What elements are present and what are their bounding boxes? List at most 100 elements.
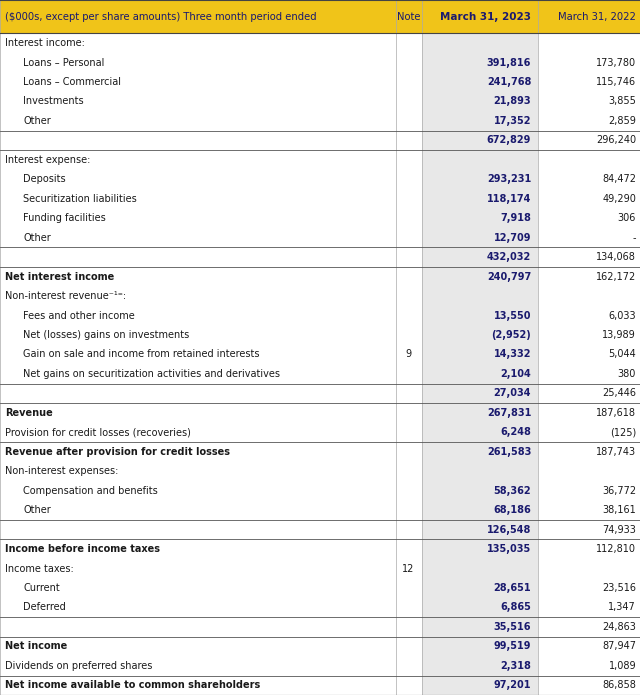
Text: Securitization liabilities: Securitization liabilities	[23, 194, 137, 204]
Text: 126,548: 126,548	[487, 525, 531, 534]
Bar	[538, 92, 640, 111]
Text: 6,248: 6,248	[500, 427, 531, 437]
Text: 2,318: 2,318	[500, 661, 531, 671]
Bar	[0, 403, 422, 423]
Bar	[0, 539, 422, 559]
Bar	[538, 247, 640, 267]
Text: 1,089: 1,089	[609, 661, 636, 671]
Text: 14,332: 14,332	[493, 350, 531, 359]
Bar	[0, 0, 640, 33]
Text: Note: Note	[397, 12, 420, 22]
Text: 162,172: 162,172	[596, 272, 636, 281]
Bar	[0, 208, 422, 228]
Text: Deferred: Deferred	[23, 603, 66, 612]
Text: 86,858: 86,858	[602, 680, 636, 690]
Text: 17,352: 17,352	[493, 116, 531, 126]
Text: -: -	[633, 233, 636, 243]
Text: 6,865: 6,865	[500, 603, 531, 612]
Bar	[538, 306, 640, 325]
Bar	[538, 539, 640, 559]
Bar	[538, 189, 640, 208]
Bar	[0, 228, 422, 247]
Text: 187,743: 187,743	[596, 447, 636, 457]
Bar	[538, 228, 640, 247]
Text: 68,186: 68,186	[493, 505, 531, 515]
Text: 261,583: 261,583	[487, 447, 531, 457]
Bar	[0, 247, 422, 267]
Bar	[538, 345, 640, 364]
Bar	[538, 111, 640, 131]
Bar	[538, 461, 640, 481]
Text: 134,068: 134,068	[596, 252, 636, 262]
Text: 432,032: 432,032	[487, 252, 531, 262]
Text: 187,618: 187,618	[596, 408, 636, 418]
Text: 49,290: 49,290	[602, 194, 636, 204]
Text: Non-interest expenses:: Non-interest expenses:	[5, 466, 118, 476]
Text: 23,516: 23,516	[602, 583, 636, 593]
Bar	[538, 500, 640, 520]
Text: 672,829: 672,829	[487, 136, 531, 145]
Bar	[0, 676, 422, 695]
Text: 115,746: 115,746	[596, 77, 636, 87]
Bar	[0, 150, 422, 170]
Bar	[538, 442, 640, 461]
Bar	[538, 617, 640, 637]
Text: Interest expense:: Interest expense:	[5, 155, 90, 165]
Text: 35,516: 35,516	[493, 622, 531, 632]
Bar	[538, 208, 640, 228]
Bar	[538, 637, 640, 656]
Text: 5,044: 5,044	[609, 350, 636, 359]
Text: (2,952): (2,952)	[492, 330, 531, 340]
Text: Loans – Personal: Loans – Personal	[23, 58, 104, 67]
Bar	[0, 656, 422, 676]
Bar	[538, 286, 640, 306]
Text: 97,201: 97,201	[493, 680, 531, 690]
Text: Funding facilities: Funding facilities	[23, 213, 106, 223]
Bar	[538, 150, 640, 170]
Text: Dividends on preferred shares: Dividends on preferred shares	[5, 661, 152, 671]
Text: Gain on sale and income from retained interests: Gain on sale and income from retained in…	[23, 350, 260, 359]
Text: 240,797: 240,797	[487, 272, 531, 281]
Bar	[538, 364, 640, 384]
Text: Non-interest revenue⁻¹⁼:: Non-interest revenue⁻¹⁼:	[5, 291, 126, 301]
Bar	[538, 656, 640, 676]
Bar	[0, 598, 422, 617]
Bar	[538, 403, 640, 423]
Text: 2,104: 2,104	[500, 369, 531, 379]
Text: Other: Other	[23, 116, 51, 126]
Text: 391,816: 391,816	[487, 58, 531, 67]
Bar	[0, 364, 422, 384]
Text: 36,772: 36,772	[602, 486, 636, 496]
Text: 21,893: 21,893	[493, 97, 531, 106]
Bar	[0, 520, 422, 539]
Bar	[0, 189, 422, 208]
Text: 380: 380	[618, 369, 636, 379]
Text: 306: 306	[618, 213, 636, 223]
Text: Income before income taxes: Income before income taxes	[5, 544, 160, 554]
Text: 13,550: 13,550	[493, 311, 531, 320]
Bar	[538, 267, 640, 286]
Bar	[538, 676, 640, 695]
Bar	[538, 170, 640, 189]
Text: Provision for credit losses (recoveries): Provision for credit losses (recoveries)	[5, 427, 191, 437]
Bar	[0, 384, 422, 403]
Text: March 31, 2023: March 31, 2023	[440, 12, 531, 22]
Bar	[0, 170, 422, 189]
Text: 87,947: 87,947	[602, 641, 636, 651]
Bar	[0, 72, 422, 92]
Text: 28,651: 28,651	[493, 583, 531, 593]
Text: 13,989: 13,989	[602, 330, 636, 340]
Text: Investments: Investments	[23, 97, 84, 106]
Text: Net (losses) gains on investments: Net (losses) gains on investments	[23, 330, 189, 340]
Text: Fees and other income: Fees and other income	[23, 311, 135, 320]
Bar	[538, 131, 640, 150]
Text: Revenue after provision for credit losses: Revenue after provision for credit losse…	[5, 447, 230, 457]
Text: 118,174: 118,174	[487, 194, 531, 204]
Text: 241,768: 241,768	[487, 77, 531, 87]
Text: 25,446: 25,446	[602, 389, 636, 398]
Text: Loans – Commercial: Loans – Commercial	[23, 77, 121, 87]
Text: 3,855: 3,855	[608, 97, 636, 106]
Text: 74,933: 74,933	[602, 525, 636, 534]
Text: Income taxes:: Income taxes:	[5, 564, 74, 573]
Bar	[0, 306, 422, 325]
